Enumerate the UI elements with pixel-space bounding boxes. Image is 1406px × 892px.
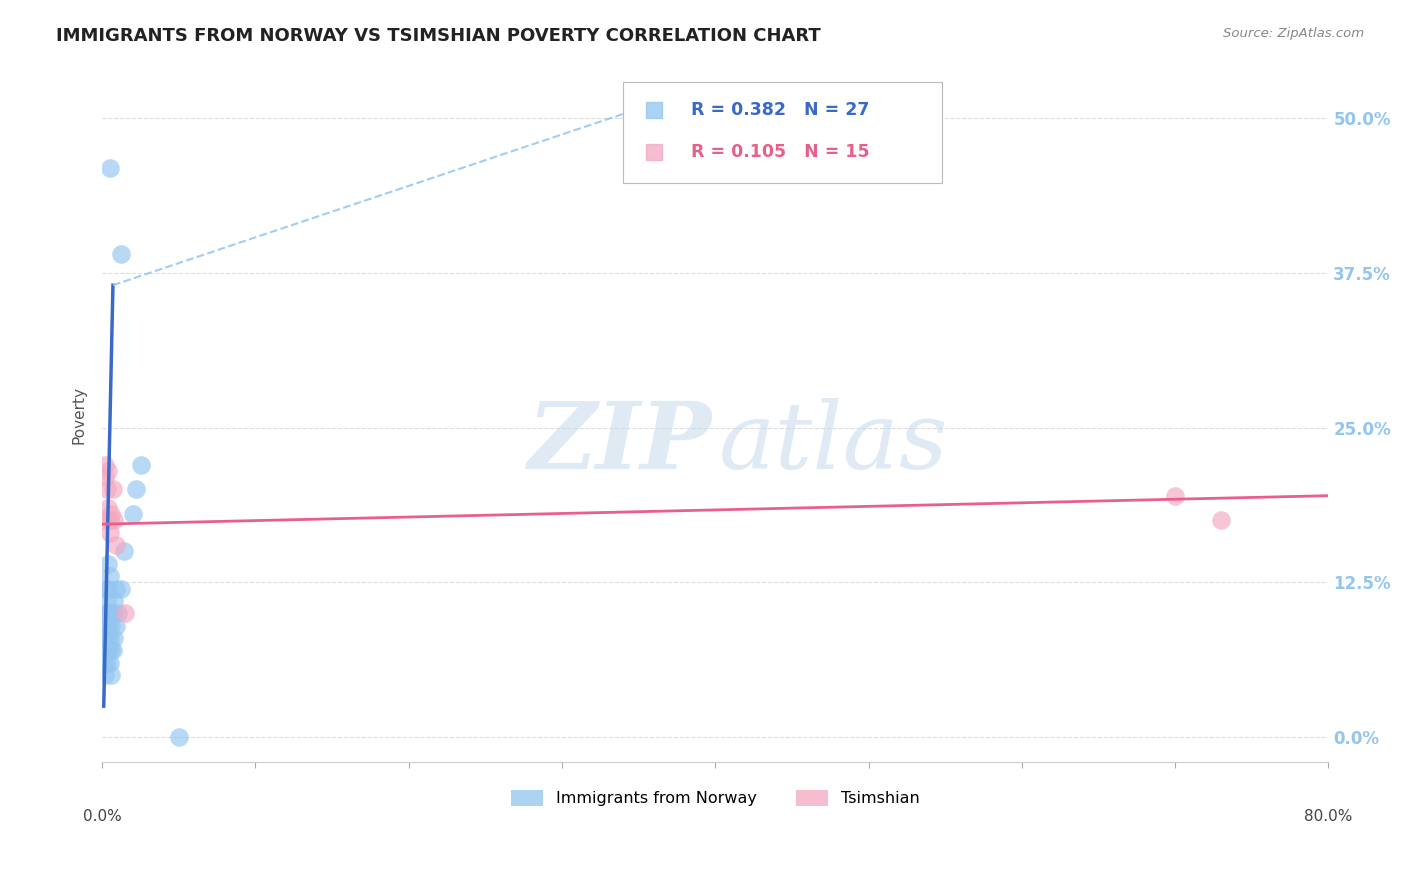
Point — [96, 618, 118, 632]
Point — [101, 643, 124, 657]
Point — [98, 656, 121, 670]
Point — [94, 582, 117, 596]
Point — [100, 508, 122, 522]
Point — [97, 501, 120, 516]
Point — [97, 643, 120, 657]
Point — [110, 247, 132, 261]
Point — [103, 513, 125, 527]
Point — [103, 594, 125, 608]
Point — [114, 607, 136, 621]
Point — [125, 483, 148, 497]
Point — [98, 631, 121, 645]
Point — [105, 538, 128, 552]
Point — [105, 618, 128, 632]
Point — [94, 643, 117, 657]
Point — [121, 508, 143, 522]
Point — [94, 618, 117, 632]
Point — [101, 483, 124, 497]
Point — [97, 582, 120, 596]
Point — [167, 730, 190, 744]
Text: IMMIGRANTS FROM NORWAY VS TSIMSHIAN POVERTY CORRELATION CHART: IMMIGRANTS FROM NORWAY VS TSIMSHIAN POVE… — [56, 27, 821, 45]
Point — [96, 483, 118, 497]
Point — [1164, 489, 1187, 503]
Point — [98, 525, 121, 540]
Point — [93, 656, 115, 670]
Point — [93, 513, 115, 527]
Point — [96, 643, 118, 657]
Point — [110, 582, 132, 596]
FancyBboxPatch shape — [623, 82, 942, 183]
Point — [94, 668, 117, 682]
Point — [100, 668, 122, 682]
Text: R = 0.105   N = 15: R = 0.105 N = 15 — [690, 143, 869, 161]
Text: atlas: atlas — [718, 398, 949, 488]
Point — [98, 161, 121, 175]
Point — [94, 458, 117, 472]
Point — [129, 458, 152, 472]
Point — [103, 631, 125, 645]
Point — [98, 569, 121, 583]
Point — [100, 643, 122, 657]
Point — [112, 544, 135, 558]
Point — [94, 470, 117, 484]
Point — [98, 513, 121, 527]
Point — [100, 618, 122, 632]
Point — [107, 607, 129, 621]
Text: Source: ZipAtlas.com: Source: ZipAtlas.com — [1223, 27, 1364, 40]
Point — [94, 607, 117, 621]
Point — [101, 607, 124, 621]
Text: 80.0%: 80.0% — [1305, 809, 1353, 824]
Point — [97, 557, 120, 571]
Text: R = 0.382   N = 27: R = 0.382 N = 27 — [690, 101, 869, 120]
Point — [96, 656, 118, 670]
Legend: Immigrants from Norway, Tsimshian: Immigrants from Norway, Tsimshian — [505, 783, 927, 813]
Text: 0.0%: 0.0% — [83, 809, 121, 824]
Point — [97, 464, 120, 478]
Point — [93, 631, 115, 645]
Point — [96, 631, 118, 645]
Point — [97, 618, 120, 632]
Text: ZIP: ZIP — [527, 398, 711, 488]
Point — [96, 594, 118, 608]
Point — [96, 607, 118, 621]
Y-axis label: Poverty: Poverty — [72, 386, 86, 444]
Point — [105, 582, 128, 596]
Point — [1209, 513, 1232, 527]
Point — [98, 607, 121, 621]
